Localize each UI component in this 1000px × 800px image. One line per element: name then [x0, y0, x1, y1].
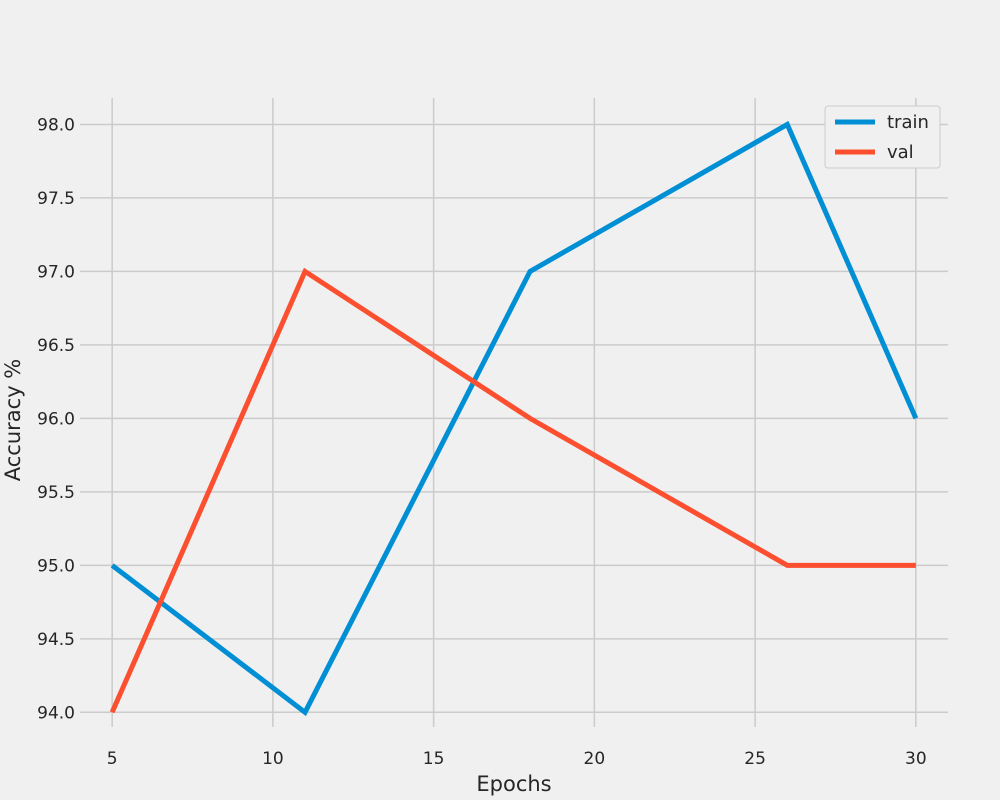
y-tick-label: 95.0 [37, 556, 75, 576]
y-tick-label: 96.0 [37, 409, 75, 429]
legend-label-val: val [887, 142, 914, 163]
tick-labels: 5 10 15 20 25 30 94.0 94.5 95.0 95.5 96.0 96.5 97.0 9… [37, 115, 927, 769]
y-tick-label: 94.0 [37, 703, 75, 723]
x-tick-label: 30 [905, 749, 927, 769]
series-line-train [110, 120, 919, 717]
y-tick-label: 98.0 [37, 115, 75, 135]
legend-label-train: train [887, 112, 929, 133]
y-axis-label: Accuracy % [1, 359, 25, 482]
x-tick-label: 15 [423, 749, 445, 769]
x-tick-label: 5 [107, 749, 118, 769]
series-layer [109, 120, 919, 717]
y-tick-label: 94.5 [37, 630, 75, 650]
y-tick-label: 95.5 [37, 483, 75, 503]
x-axis-label: Epochs [476, 772, 551, 796]
y-tick-label: 97.5 [37, 189, 75, 209]
y-tick-label: 96.5 [37, 336, 75, 356]
series-line-val [109, 267, 916, 714]
x-tick-label: 20 [584, 749, 606, 769]
x-tick-label: 10 [262, 749, 284, 769]
x-tick-label: 25 [744, 749, 766, 769]
legend: train val [824, 105, 941, 169]
y-tick-label: 97.0 [37, 262, 75, 282]
